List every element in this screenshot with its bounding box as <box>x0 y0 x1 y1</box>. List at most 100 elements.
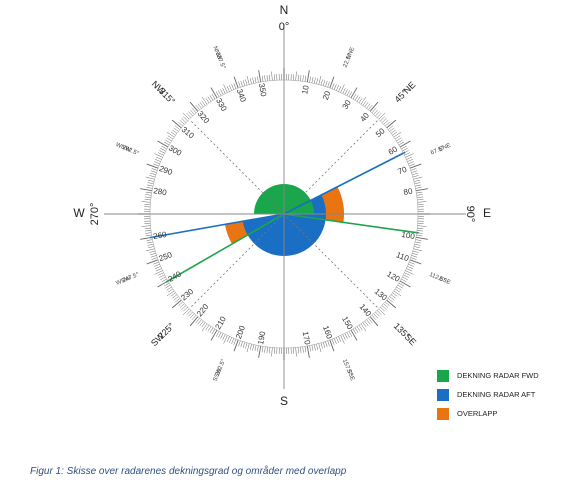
dial-tick <box>356 326 361 332</box>
dial-tick <box>389 296 395 301</box>
dial-tick <box>295 347 297 357</box>
dial-number-200: 200 <box>234 324 247 340</box>
dial-tick <box>408 161 414 165</box>
dial-tick <box>416 194 423 196</box>
dial-tick <box>207 326 212 332</box>
dial-tick <box>229 85 232 91</box>
dial-tick <box>331 339 335 345</box>
dial-tick <box>322 80 326 86</box>
dial-tick <box>397 139 403 144</box>
dial-tick <box>181 118 187 123</box>
dial-tick <box>302 75 304 82</box>
dial-tick <box>159 150 165 154</box>
dial-tick <box>150 252 156 256</box>
dial-tick <box>413 176 423 180</box>
dial-tick <box>161 145 167 150</box>
dial-tick <box>316 78 319 85</box>
dial-tick <box>414 182 421 185</box>
dial-tick <box>191 314 197 320</box>
dial-tick <box>362 322 367 328</box>
dial-tick <box>209 95 214 101</box>
dial-tick <box>322 342 326 348</box>
dial-tick <box>242 342 246 348</box>
overlap-sector-2 <box>224 220 250 244</box>
dial-tick <box>350 329 358 341</box>
dial-tick <box>404 272 410 276</box>
dial-tick <box>306 345 310 358</box>
dial-tick <box>238 81 241 88</box>
dial-tick <box>150 255 157 258</box>
dial-tick <box>384 121 390 127</box>
dial-tick <box>415 239 422 241</box>
dial-tick <box>336 85 339 91</box>
dial-tick <box>313 77 316 84</box>
dial-tick <box>165 284 171 289</box>
dial-tick <box>346 90 350 96</box>
dial-tick <box>231 84 235 90</box>
dial-tick <box>252 77 255 84</box>
dial-tick <box>258 345 262 358</box>
dial-tick <box>404 152 410 156</box>
dial-tick <box>246 75 250 85</box>
dial-number-210: 210 <box>213 314 228 331</box>
dial-tick <box>333 84 337 90</box>
dial-tick <box>245 342 248 349</box>
dial-tick <box>306 70 310 83</box>
dial-tick <box>257 345 259 352</box>
dial-tick <box>348 331 353 337</box>
dial-tick <box>183 116 188 122</box>
dial-tick <box>157 280 169 288</box>
dial-tick <box>352 93 357 100</box>
dial-tick <box>195 317 200 323</box>
south-label: S <box>280 394 288 408</box>
dial-tick <box>154 161 160 165</box>
dial-tick <box>300 75 302 82</box>
dial-tick <box>264 75 266 82</box>
dial-tick <box>406 156 413 160</box>
fwd-boundary-line-1 <box>283 213 419 234</box>
dial-tick <box>412 252 418 256</box>
dial-tick <box>153 163 159 167</box>
dial-tick <box>210 87 218 99</box>
dial-tick <box>340 84 345 93</box>
dial-tick <box>157 140 169 148</box>
dial-tick <box>218 90 222 96</box>
ese-degree-label: 112.5° <box>428 272 447 284</box>
dial-number-10: 10 <box>300 84 311 95</box>
dial-number-170: 170 <box>301 331 312 346</box>
nnw-label: NNW <box>211 46 222 62</box>
dial-tick <box>320 342 323 349</box>
dial-tick <box>245 79 248 86</box>
dial-number-310: 310 <box>180 125 196 141</box>
dial-number-320: 320 <box>196 109 212 125</box>
dial-number-100: 100 <box>401 230 416 241</box>
dial-tick <box>417 199 424 201</box>
dial-tick <box>371 314 377 320</box>
dial-tick <box>201 323 208 332</box>
dial-tick <box>166 131 175 138</box>
dial-tick <box>240 341 243 348</box>
dial-tick <box>145 176 155 180</box>
dial-tick <box>171 299 182 309</box>
dial-number-110: 110 <box>395 250 411 263</box>
dial-tick <box>304 75 307 82</box>
dial-tick <box>327 81 330 88</box>
dial-tick <box>147 241 153 244</box>
dial-tick <box>327 340 330 347</box>
figure-caption: Figur 1: Skisse over radarenes dekningsg… <box>30 466 347 477</box>
dial-tick <box>415 184 421 187</box>
dial-tick <box>368 105 373 111</box>
dial-number-30: 30 <box>341 98 354 111</box>
dial-tick <box>146 187 153 189</box>
dial-tick <box>179 120 185 125</box>
dial-tick <box>140 236 153 240</box>
dial-tick <box>254 345 257 351</box>
dial-number-40: 40 <box>358 111 371 124</box>
dial-tick <box>151 168 158 171</box>
dial-tick <box>175 125 181 130</box>
dial-tick <box>231 338 235 344</box>
dial-tick <box>325 341 328 348</box>
dial-tick <box>383 303 389 308</box>
dial-tick <box>167 288 174 293</box>
